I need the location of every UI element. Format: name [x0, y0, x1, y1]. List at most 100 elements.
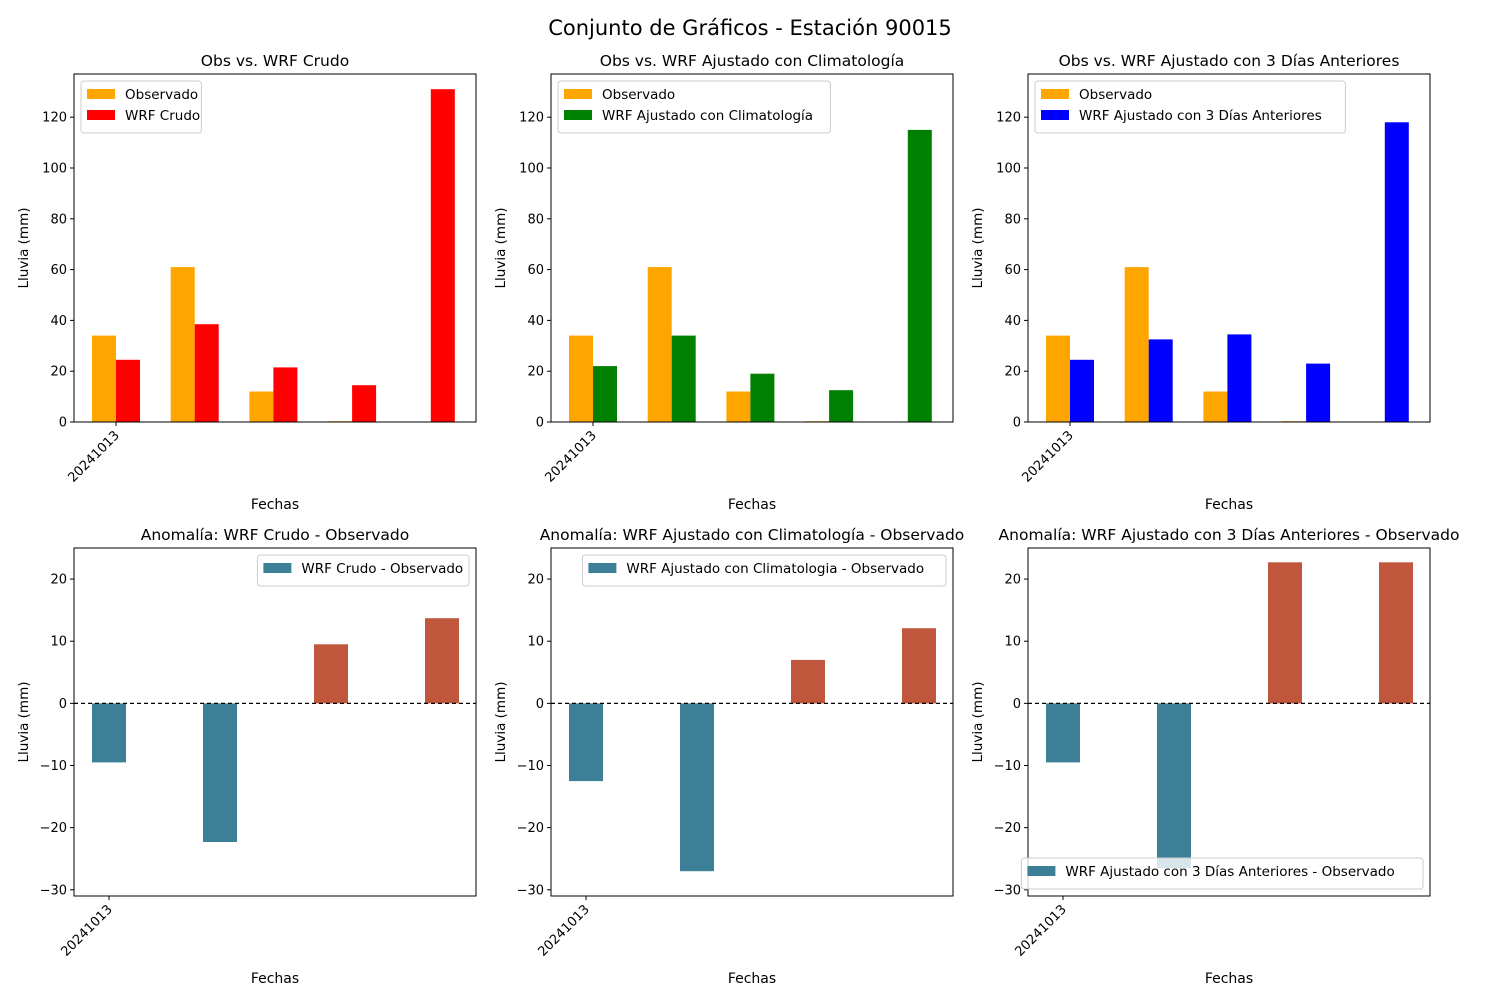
x-axis-label: Fechas: [728, 971, 776, 987]
chart-panel: 0 20 40 60 80 100 120 20241013 Obs vs. WRF Ajust…: [493, 52, 954, 513]
legend-swatch: [1027, 866, 1056, 876]
bar: [116, 359, 140, 422]
axes-frame: [73, 73, 477, 423]
x-axis-label: Fechas: [251, 971, 299, 987]
legend: WRF Ajustado con Climatologia - Observad…: [581, 554, 947, 587]
y-axis-label: Lluvia (mm): [970, 682, 986, 763]
y-tick-label: 120: [519, 111, 544, 126]
anomaly-bar: [1379, 562, 1413, 704]
legend-label: WRF Crudo - Observado: [301, 561, 463, 577]
axes-frame: [73, 547, 477, 897]
y-tick-label: 80: [50, 212, 67, 227]
legend-label: Observado: [1079, 87, 1152, 103]
legend-swatch: [87, 110, 115, 120]
chart-panel: −30 −20 −10 0 10 20 20241013 Anomalía: WRF Ajus…: [493, 526, 964, 987]
bar: [352, 385, 377, 422]
y-tick-label: 120: [42, 111, 67, 126]
y-tick-label: 10: [50, 635, 67, 650]
bar: [907, 129, 932, 422]
chart-panel: −30 −20 −10 0 10 20 20241013 Anomalía: WRF Ajus…: [970, 526, 1459, 987]
x-tick-label: 20241013: [535, 902, 592, 959]
chart-title: Obs vs. WRF Crudo: [201, 52, 349, 70]
legend-swatch: [564, 89, 592, 99]
legend-box: [256, 554, 470, 587]
bar: [1227, 334, 1252, 422]
chart-title: Anomalía: WRF Ajustado con 3 Días Anteri…: [999, 526, 1460, 544]
y-tick-label: 100: [996, 161, 1021, 176]
legend: Observado WRF Ajustado con Climatología: [557, 80, 831, 134]
chart-title: Obs vs. WRF Ajustado con Climatología: [600, 52, 905, 70]
y-tick-label: 80: [1004, 212, 1021, 227]
bar: [1203, 391, 1228, 422]
legend: Observado WRF Ajustado con 3 Días Anterio…: [1034, 80, 1346, 134]
anomaly-bar: [1268, 562, 1302, 704]
legend-box: [1034, 80, 1346, 134]
legend-label: WRF Ajustado con 3 Días Anteriores: [1079, 108, 1322, 124]
anomaly-bar: [203, 703, 237, 842]
legend: WRF Ajustado con 3 Días Anteriores - Obs…: [1020, 857, 1424, 890]
y-tick-label: −20: [994, 821, 1021, 836]
anomaly-bar: [314, 644, 348, 704]
axes-frame: [1027, 547, 1431, 897]
y-tick-label: 20: [527, 573, 544, 588]
y-tick-label: −30: [994, 883, 1021, 898]
bar: [1046, 335, 1070, 422]
legend-swatch: [564, 110, 592, 120]
anomaly-bar: [1046, 703, 1080, 763]
anomaly-bar: [902, 628, 936, 704]
legend-label: WRF Ajustado con Climatologia - Observad…: [626, 561, 924, 577]
bar: [569, 335, 593, 422]
y-tick-label: −20: [40, 821, 67, 836]
y-tick-label: 40: [50, 314, 67, 329]
y-tick-label: −10: [994, 759, 1021, 774]
y-axis-label: Lluvia (mm): [970, 208, 986, 289]
x-axis-label: Fechas: [1205, 971, 1253, 987]
bar: [1306, 363, 1331, 422]
legend-swatch: [1041, 110, 1069, 120]
y-tick-label: 40: [527, 314, 544, 329]
x-tick-label: 20241013: [542, 428, 599, 485]
y-tick-label: −30: [40, 883, 67, 898]
bar: [194, 324, 219, 422]
legend-label: WRF Crudo: [125, 108, 200, 124]
legend-label: Observado: [125, 87, 198, 103]
legend-swatch: [263, 563, 292, 573]
y-tick-label: 20: [50, 365, 67, 380]
legend: Observado WRF Crudo: [80, 80, 202, 134]
bar: [273, 367, 298, 422]
y-tick-label: 10: [527, 635, 544, 650]
y-tick-label: 0: [59, 416, 67, 431]
y-tick-label: 100: [519, 161, 544, 176]
legend-swatch: [588, 563, 617, 573]
axes-frame: [550, 73, 954, 423]
y-tick-label: 0: [1013, 416, 1021, 431]
anomaly-bar: [569, 703, 603, 782]
bar: [1148, 339, 1173, 422]
y-axis-label: Lluvia (mm): [16, 208, 32, 289]
y-tick-label: 0: [59, 697, 67, 712]
bar: [726, 391, 751, 422]
y-tick-label: −30: [517, 883, 544, 898]
y-tick-label: 10: [1004, 635, 1021, 650]
legend-box: [1020, 857, 1424, 890]
legend-swatch: [1041, 89, 1069, 99]
y-tick-label: −20: [517, 821, 544, 836]
y-tick-label: 20: [1004, 365, 1021, 380]
bar: [430, 89, 455, 422]
chart-panel: 0 20 40 60 80 100 120 20241013 Obs vs. WRF Ajust…: [970, 52, 1431, 513]
y-tick-label: 20: [50, 573, 67, 588]
anomaly-bar: [425, 618, 459, 704]
bar: [750, 373, 775, 422]
chart-title: Anomalía: WRF Ajustado con Climatología …: [540, 526, 965, 544]
y-axis-label: Lluvia (mm): [493, 208, 509, 289]
x-axis-label: Fechas: [728, 497, 776, 513]
y-tick-label: 0: [536, 697, 544, 712]
x-tick-label: 20241013: [65, 428, 122, 485]
y-axis-label: Lluvia (mm): [493, 682, 509, 763]
bar: [1124, 267, 1149, 422]
bar: [671, 335, 696, 422]
x-tick-label: 20241013: [1019, 428, 1076, 485]
chart-panel: 0 20 40 60 80 100 120 20241013 Obs vs. WRF Crudo…: [16, 52, 477, 513]
legend-box: [557, 80, 831, 134]
